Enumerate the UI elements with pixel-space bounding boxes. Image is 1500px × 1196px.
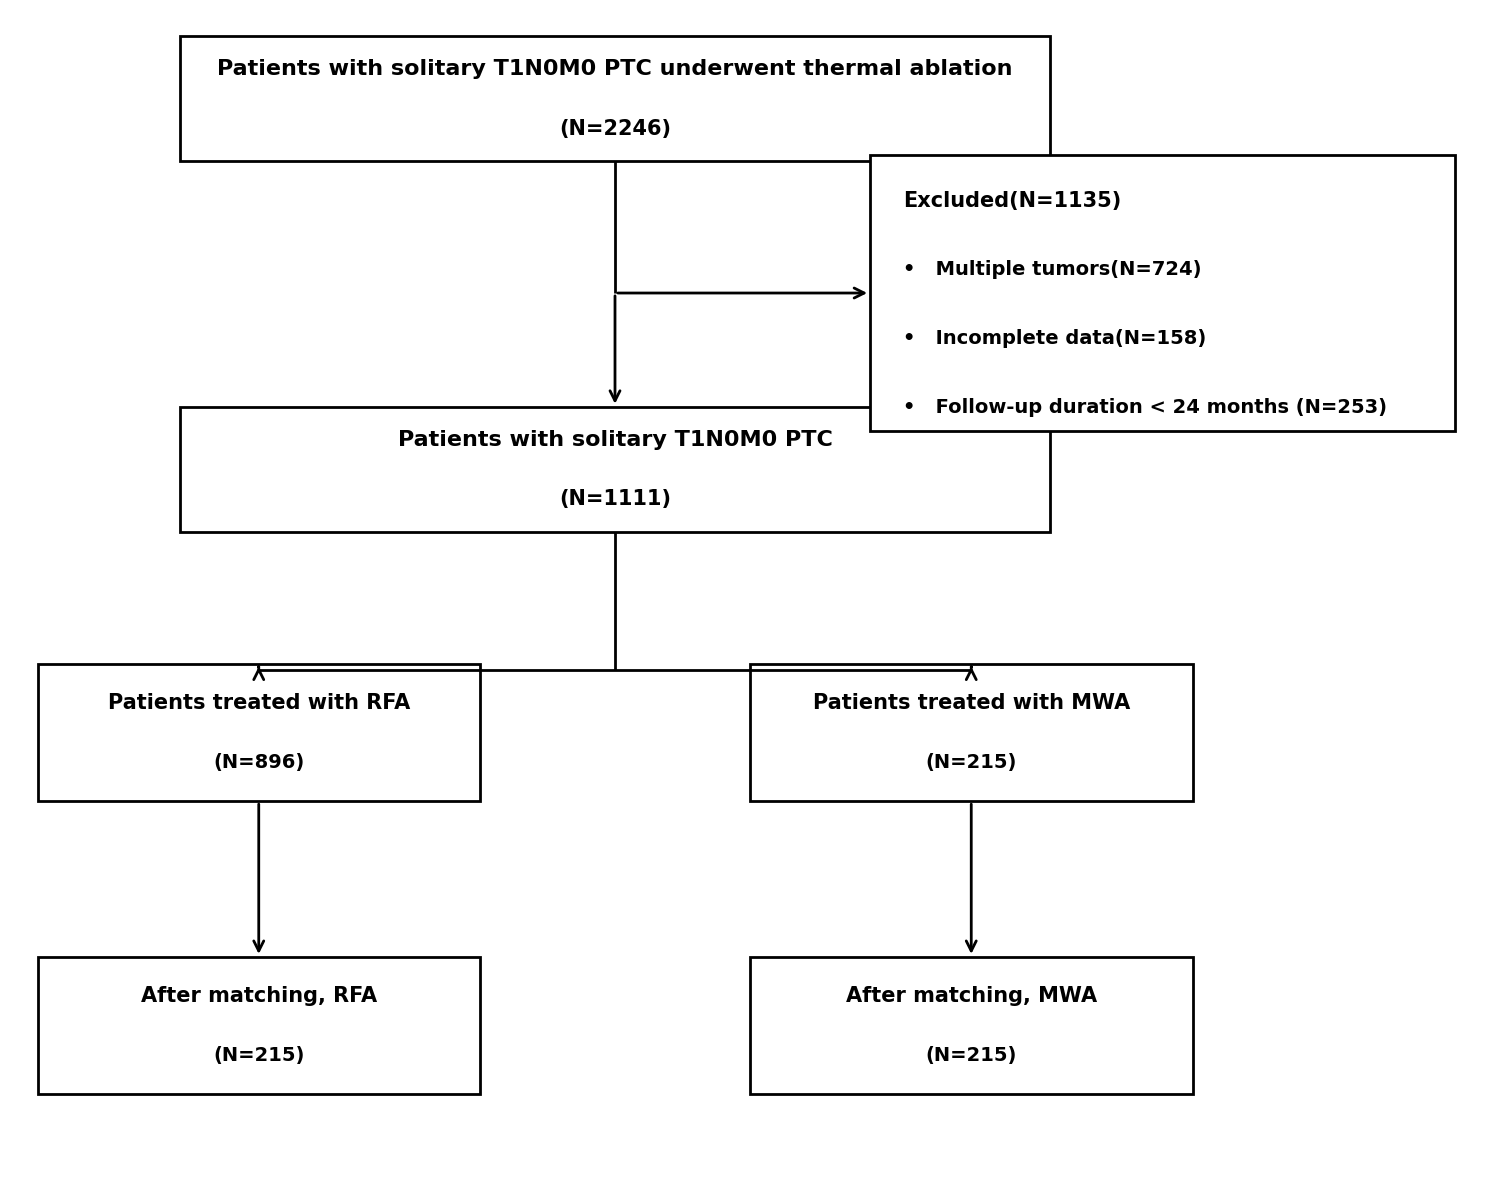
Text: Patients treated with RFA: Patients treated with RFA	[108, 692, 410, 713]
Text: Excluded(N=1135): Excluded(N=1135)	[903, 191, 1120, 210]
Bar	[180, 407, 1050, 532]
Bar	[870, 155, 1455, 431]
Text: Patients with solitary T1N0M0 PTC: Patients with solitary T1N0M0 PTC	[398, 429, 832, 450]
Bar	[38, 664, 480, 801]
Text: Patients treated with MWA: Patients treated with MWA	[813, 692, 1130, 713]
Text: Patients with solitary T1N0M0 PTC underwent thermal ablation: Patients with solitary T1N0M0 PTC underw…	[217, 59, 1012, 79]
Text: After matching, MWA: After matching, MWA	[846, 986, 1096, 1006]
Text: (N=215): (N=215)	[213, 1046, 304, 1064]
Text: (N=1111): (N=1111)	[560, 489, 670, 509]
Text: (N=215): (N=215)	[926, 753, 1017, 771]
Text: •   Follow-up duration < 24 months (N=253): • Follow-up duration < 24 months (N=253)	[903, 398, 1388, 417]
Text: (N=896): (N=896)	[213, 753, 304, 771]
Text: (N=215): (N=215)	[926, 1046, 1017, 1064]
Bar	[38, 957, 480, 1094]
Text: After matching, RFA: After matching, RFA	[141, 986, 376, 1006]
Text: •   Incomplete data(N=158): • Incomplete data(N=158)	[903, 329, 1206, 348]
Bar	[180, 36, 1050, 161]
Text: (N=2246): (N=2246)	[560, 118, 670, 139]
Text: •   Multiple tumors(N=724): • Multiple tumors(N=724)	[903, 260, 1202, 279]
Bar	[750, 957, 1192, 1094]
Bar	[750, 664, 1192, 801]
